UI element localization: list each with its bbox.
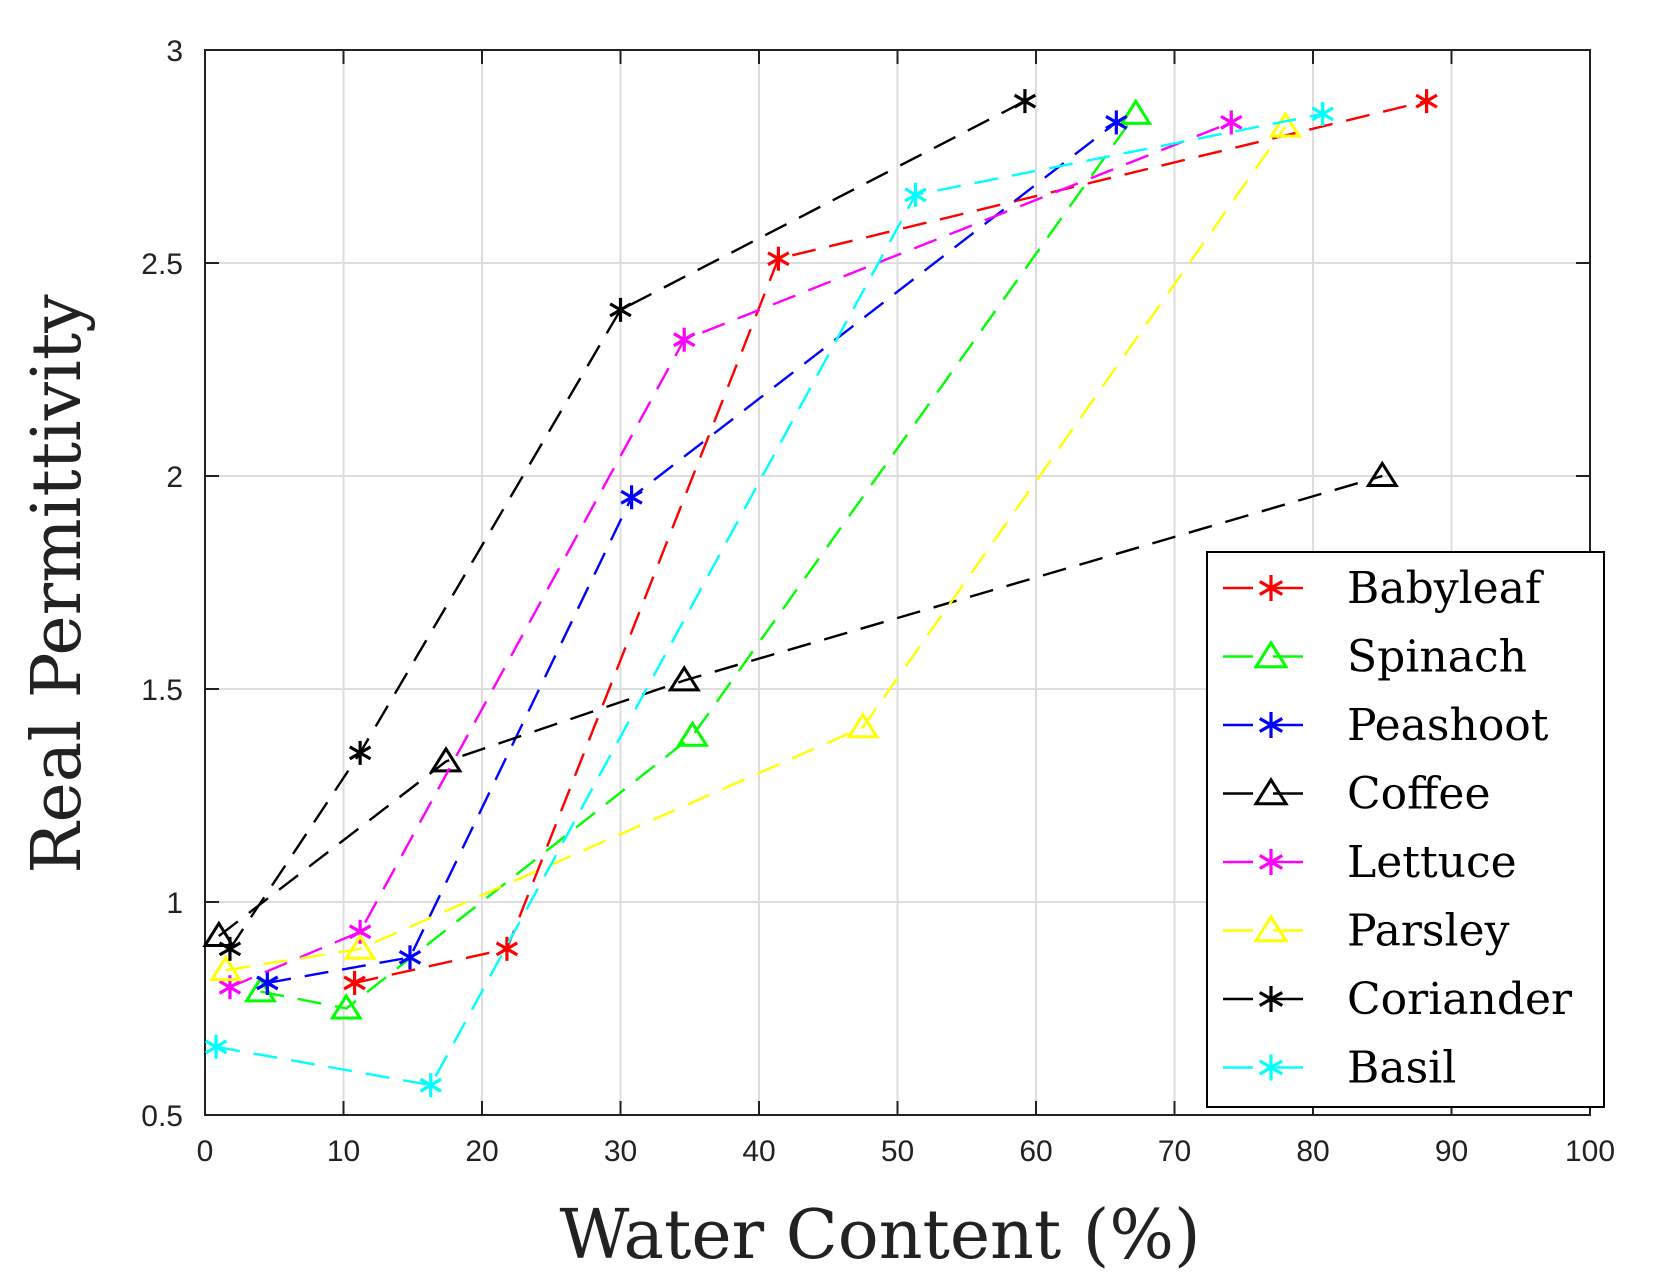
data-point-parsley (209, 954, 243, 982)
series-line-lettuce (229, 121, 1232, 989)
legend-item-coffee: Coffee (1223, 769, 1491, 820)
x-tick-label: 60 (1019, 1135, 1052, 1168)
data-point-basil (419, 1073, 442, 1098)
series-coriander (218, 89, 1037, 961)
data-point-coriander (609, 297, 632, 322)
series-line-basil (215, 112, 1323, 1087)
y-tick-labels: 0.5 1 1.5 2 2.5 3 (141, 35, 183, 1133)
data-point-lettuce (348, 919, 372, 944)
x-tick-label: 50 (881, 1135, 914, 1168)
legend-label: Coffee (1347, 769, 1491, 820)
y-tick-label: 0.5 (141, 1100, 183, 1133)
x-tick-labels: 0 10 20 30 40 50 60 70 80 90 100 (197, 1135, 1615, 1168)
legend-marker (1258, 986, 1284, 1012)
data-point-babyleaf (1415, 89, 1438, 114)
legend-item-coriander: Coriander (1223, 974, 1573, 1025)
x-tick-label: 20 (465, 1135, 498, 1168)
legend-label: Peashoot (1347, 700, 1549, 751)
x-tick-label: 100 (1565, 1135, 1615, 1168)
data-point-peashoot (620, 485, 643, 510)
data-point-babyleaf (343, 970, 366, 995)
data-point-peashoot (398, 945, 422, 970)
legend-item-parsley: Parsley (1223, 906, 1510, 957)
data-point-parsley (343, 933, 377, 960)
y-tick-label: 1.5 (141, 674, 183, 707)
x-tick-label: 40 (742, 1135, 775, 1168)
legend-label: Babyleaf (1347, 563, 1544, 614)
legend: Babyleaf Spinach Peashoot Coffee Lettuce Pars… (1206, 551, 1605, 1108)
legend-marker (1258, 712, 1284, 738)
data-point-coffee (429, 746, 463, 773)
legend-item-basil: Basil (1223, 1043, 1456, 1094)
legend-item-lettuce: Lettuce (1223, 837, 1517, 888)
x-tick-label: 30 (604, 1135, 637, 1168)
data-point-coffee (667, 665, 701, 692)
data-point-peashoot (1105, 110, 1128, 135)
y-tick-label: 2 (166, 461, 183, 494)
x-tick-label: 10 (327, 1135, 360, 1168)
x-tick-label: 70 (1158, 1135, 1191, 1168)
y-axis-title: Real Permittivity (18, 294, 97, 874)
data-point-coriander (218, 936, 242, 961)
data-point-parsley (846, 711, 880, 739)
legend-label: Coriander (1347, 974, 1573, 1025)
series-line-coriander (228, 100, 1026, 950)
series-line-peashoot (267, 121, 1118, 985)
x-tick-label: 90 (1435, 1135, 1468, 1168)
x-tick-label: 0 (197, 1135, 214, 1168)
y-tick-label: 2.5 (141, 248, 183, 281)
data-point-basil (204, 1034, 228, 1059)
series-basil (204, 101, 1334, 1098)
legend-marker (1253, 640, 1289, 669)
data-point-coriander (348, 740, 372, 765)
legend-marker (1253, 777, 1289, 806)
data-point-coffee (1365, 460, 1399, 487)
data-point-basil (904, 182, 927, 207)
data-point-coffee (202, 920, 236, 948)
data-point-babyleaf (767, 246, 790, 271)
legend-item-peashoot: Peashoot (1223, 700, 1549, 751)
series-lettuce (218, 110, 1243, 1000)
x-axis-title: Water Content (%) (560, 1196, 1201, 1275)
legend-marker (1258, 575, 1284, 601)
data-point-coriander (1013, 89, 1037, 114)
data-point-spinach (675, 720, 710, 747)
y-tick-label: 1 (166, 887, 183, 920)
series-line-babyleaf (354, 99, 1427, 985)
x-tick-label: 80 (1296, 1135, 1329, 1168)
series-spinach (243, 98, 1153, 1020)
data-point-parsley (1268, 111, 1302, 138)
legend-label: Spinach (1347, 632, 1527, 683)
data-point-spinach (1119, 98, 1153, 125)
data-point-basil (1311, 101, 1334, 126)
series-line-spinach (260, 113, 1137, 1010)
legend-label: Parsley (1347, 906, 1510, 957)
legend-label: Basil (1347, 1043, 1456, 1094)
series-coffee (202, 460, 1399, 948)
y-tick-label: 3 (166, 35, 183, 68)
legend-marker (1253, 914, 1289, 943)
series-babyleaf (343, 89, 1438, 995)
series-layer (202, 89, 1438, 1098)
data-point-lettuce (1220, 110, 1243, 135)
legend-label: Lettuce (1347, 837, 1517, 888)
data-point-spinach (329, 993, 363, 1020)
legend-item-spinach: Spinach (1223, 632, 1527, 683)
series-parsley (209, 111, 1302, 982)
series-peashoot (256, 110, 1128, 995)
legend-item-babyleaf: Babyleaf (1223, 563, 1544, 614)
data-point-peashoot (256, 970, 279, 995)
legend-marker (1258, 1054, 1284, 1081)
data-point-lettuce (673, 327, 696, 352)
data-point-babyleaf (495, 936, 519, 961)
legend-marker (1258, 849, 1284, 875)
